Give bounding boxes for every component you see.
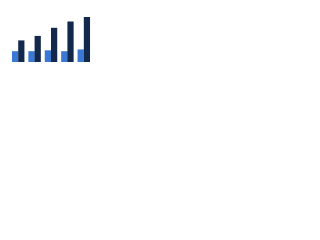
bar	[18, 40, 25, 62]
bar	[51, 27, 58, 62]
bar	[77, 49, 84, 62]
bar	[61, 51, 68, 62]
bar	[67, 21, 74, 62]
bar	[11, 51, 19, 62]
bar	[28, 51, 35, 62]
bar	[44, 50, 51, 62]
chart	[11, 17, 91, 62]
bar	[34, 35, 41, 62]
page: {"chart_data": {"type": "bar", "categori…	[0, 0, 100, 71]
bar	[83, 17, 91, 62]
